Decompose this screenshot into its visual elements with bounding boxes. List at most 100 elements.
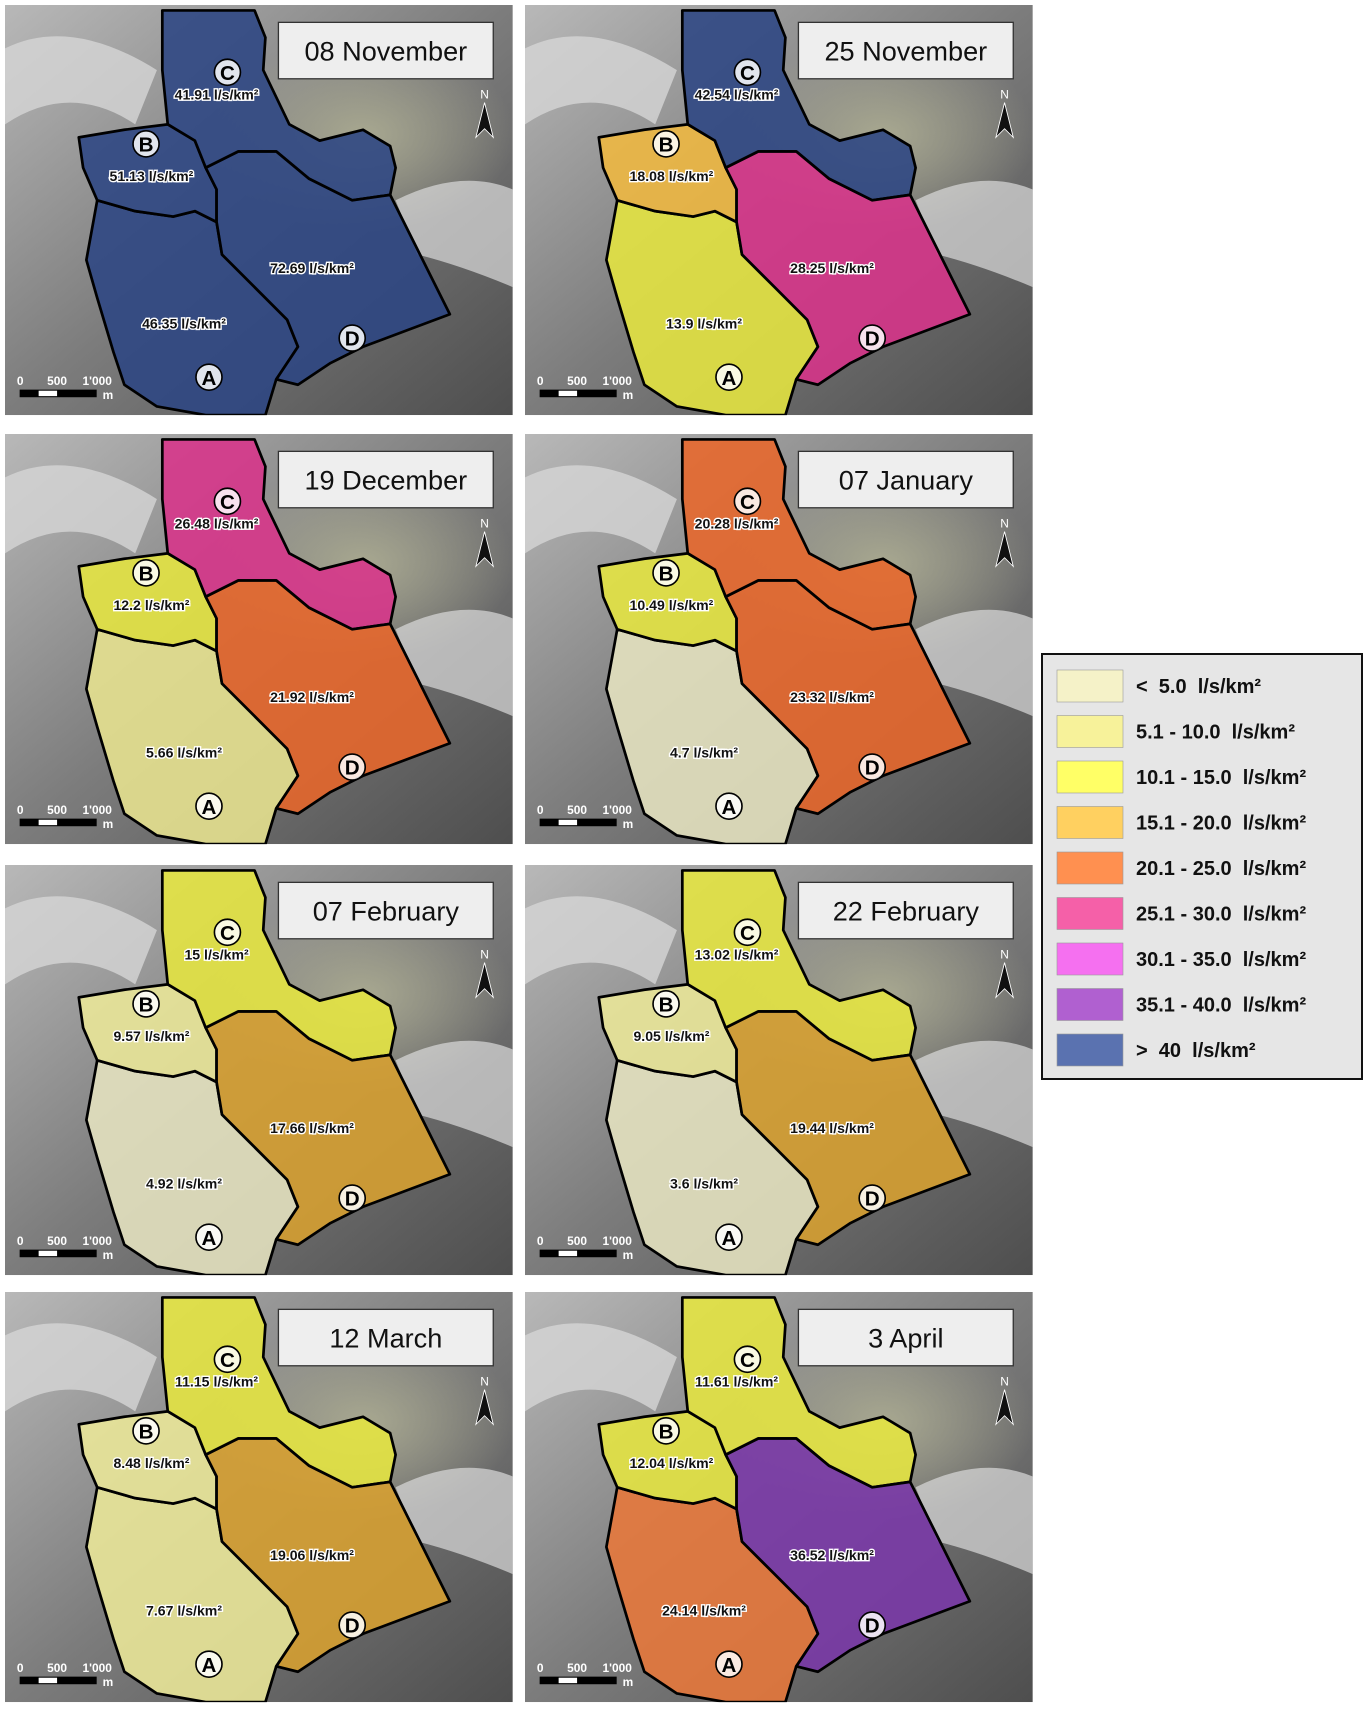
discharge-label: 20.28 l/s/km² [695, 515, 779, 531]
north-label: N [480, 87, 489, 101]
scale-tick: 1'000 [83, 803, 113, 817]
scale-unit: m [623, 1675, 634, 1689]
basin-id: D [865, 328, 880, 351]
legend-swatch [1057, 943, 1123, 975]
legend-label: 25.1 - 30.0 l/s/km² [1136, 904, 1306, 926]
discharge-label: 24.14 l/s/km² [662, 1602, 746, 1618]
basin-id: B [139, 1420, 154, 1443]
legend-swatch [1057, 989, 1123, 1021]
discharge-label: 23.32 l/s/km² [790, 689, 874, 705]
discharge-label: 19.06 l/s/km² [270, 1547, 354, 1563]
legend-swatch [1057, 670, 1123, 702]
discharge-label: 13.9 l/s/km² [666, 315, 742, 331]
scale-bar-seg [20, 1250, 38, 1257]
scale-tick: 500 [567, 803, 587, 817]
north-label: N [480, 947, 489, 961]
discharge-label: 5.66 l/s/km² [146, 744, 222, 760]
scale-bar-seg [57, 390, 96, 397]
discharge-label: 9.57 l/s/km² [113, 1028, 189, 1044]
discharge-label: 26.48 l/s/km² [175, 515, 259, 531]
legend-label: < 5.0 l/s/km² [1136, 676, 1261, 698]
scale-tick: 1'000 [603, 803, 633, 817]
legend-label: 5.1 - 10.0 l/s/km² [1136, 722, 1295, 744]
basin-id: B [659, 1420, 674, 1443]
scale-tick: 0 [17, 1661, 24, 1675]
north-label: N [1000, 947, 1009, 961]
discharge-label: 9.05 l/s/km² [633, 1028, 709, 1044]
basin-id: B [659, 133, 674, 156]
scale-tick: 0 [537, 1661, 544, 1675]
date-title: 08 November [304, 35, 467, 66]
date-title: 12 March [329, 1322, 442, 1353]
discharge-label: 12.04 l/s/km² [630, 1455, 714, 1471]
discharge-label: 7.67 l/s/km² [146, 1602, 222, 1618]
scale-tick: 1'000 [603, 374, 633, 388]
scale-tick: 500 [47, 1661, 67, 1675]
scale-bar-seg [57, 1250, 96, 1257]
discharge-label: 4.7 l/s/km² [670, 744, 738, 760]
basin-id: B [659, 562, 674, 585]
date-title: 22 February [833, 895, 980, 926]
map-panel: A4.7 l/s/km²B10.49 l/s/km²C20.28 l/s/km²… [525, 434, 1035, 844]
discharge-label: 17.66 l/s/km² [270, 1120, 354, 1136]
legend-label: 20.1 - 25.0 l/s/km² [1136, 858, 1306, 880]
legend-swatch [1057, 1034, 1123, 1066]
scale-tick: 1'000 [83, 1661, 113, 1675]
map-panel: A5.66 l/s/km²B12.2 l/s/km²C26.48 l/s/km²… [5, 434, 515, 844]
basin-id: C [220, 62, 235, 85]
scale-unit: m [103, 817, 114, 831]
discharge-label: 28.25 l/s/km² [790, 260, 874, 276]
scale-bar-seg [540, 1677, 558, 1684]
discharge-label: 42.54 l/s/km² [695, 86, 779, 102]
legend-swatch [1057, 807, 1123, 839]
discharge-label: 15 l/s/km² [184, 946, 249, 962]
scale-bar-seg [577, 1250, 616, 1257]
basin-id: A [722, 1227, 737, 1250]
legend-label: 10.1 - 15.0 l/s/km² [1136, 767, 1306, 789]
basin-id: A [202, 367, 217, 390]
date-title: 19 December [304, 464, 467, 495]
scale-bar-seg [540, 819, 558, 826]
north-label: N [1000, 1374, 1009, 1388]
scale-bar-seg [20, 390, 38, 397]
basin-id: C [740, 1349, 755, 1372]
basin-id: D [865, 757, 880, 780]
scale-bar-seg [577, 390, 616, 397]
basin-id: C [740, 62, 755, 85]
scale-tick: 500 [567, 1661, 587, 1675]
discharge-label: 13.02 l/s/km² [695, 946, 779, 962]
scale-tick: 500 [47, 803, 67, 817]
scale-bar-seg [577, 819, 616, 826]
scale-tick: 500 [47, 374, 67, 388]
scale-unit: m [623, 388, 634, 402]
date-title: 25 November [824, 35, 987, 66]
basin-id: D [865, 1188, 880, 1211]
scale-tick: 0 [537, 374, 544, 388]
discharge-label: 51.13 l/s/km² [110, 168, 194, 184]
date-title: 3 April [868, 1322, 943, 1353]
north-label: N [1000, 516, 1009, 530]
basin-id: B [659, 993, 674, 1016]
date-title: 07 January [839, 464, 974, 495]
basin-id: A [722, 367, 737, 390]
scale-tick: 500 [567, 1234, 587, 1248]
scale-tick: 0 [17, 374, 24, 388]
basin-id: B [139, 993, 154, 1016]
legend-label: > 40 l/s/km² [1136, 1040, 1256, 1062]
discharge-label: 8.48 l/s/km² [113, 1455, 189, 1471]
basin-id: A [202, 1227, 217, 1250]
discharge-label: 19.44 l/s/km² [790, 1120, 874, 1136]
basin-id: A [722, 796, 737, 819]
scale-unit: m [623, 817, 634, 831]
legend-label: 30.1 - 35.0 l/s/km² [1136, 949, 1306, 971]
scale-bar-seg [577, 1677, 616, 1684]
scale-tick: 0 [17, 803, 24, 817]
basin-id: C [220, 491, 235, 514]
scale-tick: 1'000 [83, 374, 113, 388]
basin-id: B [139, 562, 154, 585]
scale-unit: m [103, 388, 114, 402]
legend-swatch [1057, 852, 1123, 884]
scale-tick: 500 [47, 1234, 67, 1248]
basin-id: C [740, 922, 755, 945]
basin-id: D [345, 1188, 360, 1211]
